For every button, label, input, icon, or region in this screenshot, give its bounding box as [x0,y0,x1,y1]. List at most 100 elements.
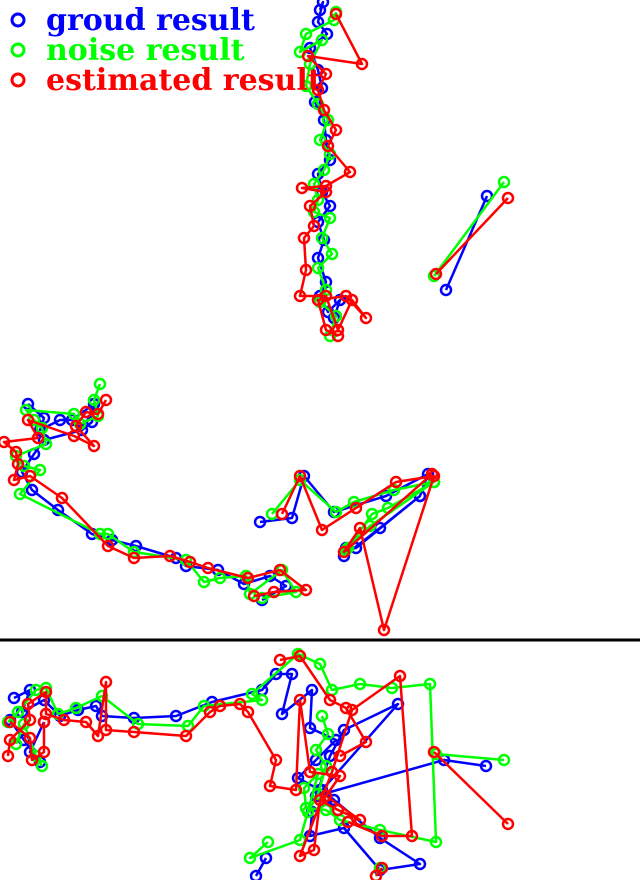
series-2-point-0-1 [355,57,369,71]
series-2-point-2-20 [273,563,287,577]
series-2-point-6-1 [293,649,307,663]
series-2-point-0-6 [329,123,343,137]
series-2-point-4-14 [213,699,227,713]
series-1-point-0-11 [317,163,331,177]
series-2-point-3-8 [337,545,351,559]
series-2-point-4-28 [293,849,307,863]
series-1-point-5-3 [35,759,49,773]
series-2-point-2-9 [9,445,23,459]
series-2-point-0-14 [297,231,311,245]
series-2-point-4-4 [39,685,53,699]
series-2-point-0-0 [329,7,343,21]
series-2-point-2-21 [299,583,313,597]
series-1-point-2-1 [87,393,101,407]
series-2-point-0-3 [319,67,333,81]
series-1-point-4-11 [245,687,259,701]
series-0-point-4-15 [305,683,319,697]
series-2-point-4-17 [269,753,283,767]
series-2-point-6-0 [273,653,287,667]
series-0-point-4-14 [275,707,289,721]
series-0-point-2-3 [53,413,67,427]
series-1-point-4-27 [261,835,275,849]
series-1-point-3-7 [365,507,379,521]
series-1-point-6-2 [309,743,323,757]
series-2-point-3-0 [275,507,289,521]
series-2-point-0-15 [299,263,313,277]
series-2-point-0-7 [321,139,335,153]
series-2-point-2-18 [201,561,215,575]
series-2-point-4-12 [179,729,193,743]
series-2-point-4-24 [353,813,367,827]
series-2-point-7-1 [501,817,515,831]
series-0-point-0-13 [323,199,337,213]
legend-entry-groud: groud result [10,3,255,38]
series-2-point-2-23 [247,589,261,603]
series-0-point-1-1 [439,283,453,297]
series-2-point-4-34 [341,815,355,829]
series-2-point-5-2 [25,753,39,767]
series-1-point-2-12 [13,487,27,501]
series-2-path-3 [280,473,436,632]
series-2-point-0-24 [331,329,345,343]
series-0-point-4-12 [269,667,283,681]
series-1-point-4-1 [11,705,25,719]
series-1-point-6-1 [321,727,335,741]
series-2-point-4-7 [79,715,93,729]
series-2-point-4-31 [393,669,407,683]
series-1-point-6-5 [301,805,315,819]
legend-entry-noise: noise result [10,33,245,68]
series-2-point-2-4 [87,439,101,453]
series-0-point-3-4 [379,489,393,503]
series-1-point-6-0 [315,709,329,723]
series-1-point-3-2 [329,505,343,519]
series-2-point-5-1 [23,731,37,745]
series-2-point-3-7 [353,521,367,535]
series-2-point-2-7 [31,431,45,445]
series-2-point-2-13 [55,491,69,505]
series-1-point-2-10 [17,459,31,473]
series-2-point-4-20 [293,693,307,707]
series-1-point-2-4 [67,407,81,421]
series-2-point-4-10 [99,723,113,737]
series-2-point-1-1 [429,267,443,281]
series-2-point-4-26 [313,793,327,807]
series-2-point-2-14 [101,539,115,553]
series-1-point-4-13 [313,657,327,671]
series-0-point-3-1 [285,511,299,525]
series-0-point-2-15 [129,539,143,553]
series-2-point-0-18 [331,323,345,337]
series-0-point-4-34 [479,759,493,773]
series-1-point-4-23 [297,781,311,795]
series-1-point-0-6 [299,79,313,93]
legend-entry-estimated: estimated result [10,63,322,98]
series-1-point-0-16 [315,231,329,245]
series-2-point-2-10 [11,457,25,471]
series-2-point-3-1 [293,469,307,483]
series-2-point-3-3 [349,501,363,515]
series-0-point-4-3 [37,693,51,707]
series-2-point-6-3 [339,701,353,715]
series-2-point-0-2 [301,49,315,63]
series-1-point-0-18 [311,261,325,275]
series-1-point-0-17 [325,247,339,261]
series-2-point-3-5 [427,469,441,483]
series-0-point-2-11 [25,483,39,497]
series-2-point-5-3 [37,745,51,759]
series-2-point-0-23 [319,323,333,337]
series-1-point-2-18 [213,571,227,585]
series-2-point-0-16 [293,289,307,303]
series-2-point-6-5 [333,749,347,763]
series-2-path-1 [435,197,509,275]
series-1-point-0-4 [315,33,329,47]
series-2-point-2-11 [7,473,21,487]
legend-marker-estimated [10,72,26,88]
series-2-path-4 [6,674,414,858]
series-2-point-0-22 [311,293,325,307]
series-1-point-2-11 [33,463,47,477]
series-1-point-4-26 [243,851,257,865]
series-2-point-0-9 [319,179,333,193]
series-2-point-4-1 [3,733,17,747]
series-2-point-2-6 [21,413,35,427]
series-1-point-2-14 [101,527,115,541]
series-1-path-0 [298,11,338,337]
